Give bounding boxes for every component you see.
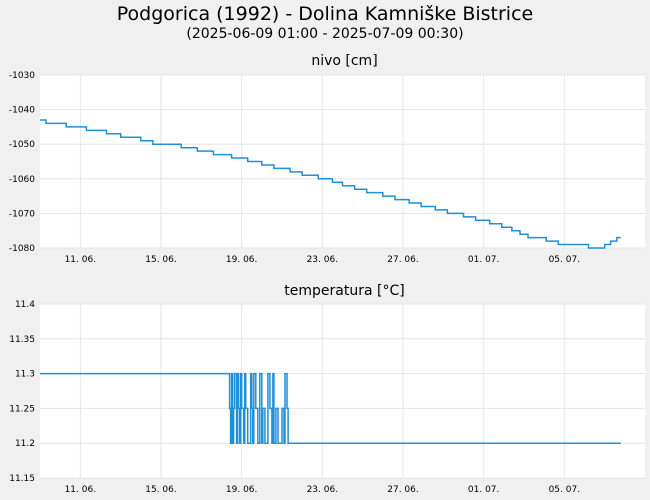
nivo-y-tick-label: -1070 (9, 209, 35, 219)
nivo-y-tick-label: -1080 (9, 244, 35, 254)
nivo-series-line (40, 119, 621, 249)
temperatura-x-tick-label: 15. 06. (145, 485, 177, 495)
temperatura-y-tick-label: 11.35 (9, 335, 35, 345)
page-subtitle: (2025-06-09 01:00 - 2025-07-09 00:30) (186, 26, 464, 42)
temperatura-y-tick-label: 11.3 (15, 370, 35, 380)
nivo-y-tick-label: -1060 (9, 175, 35, 185)
temperatura-x-tick-label: 27. 06. (387, 485, 419, 495)
temperatura-y-tick-label: 11.2 (15, 439, 35, 449)
nivo-y-tick-label: -1050 (9, 140, 35, 150)
temperatura-chart-title: temperatura [°C] (284, 283, 404, 299)
temperatura-y-tick-label: 11.15 (9, 474, 35, 484)
temperatura-x-tick-label: 01. 07. (468, 485, 500, 495)
nivo-x-tick-label: 19. 06. (226, 255, 258, 265)
page-title: Podgorica (1992) - Dolina Kamniške Bistr… (116, 3, 534, 25)
nivo-y-tick-label: -1040 (9, 106, 35, 116)
temperatura-plot-area (40, 304, 645, 478)
nivo-chart-title: nivo [cm] (311, 53, 377, 69)
nivo-x-tick-label: 01. 07. (468, 255, 500, 265)
temperatura-x-tick-label: 23. 06. (307, 485, 339, 495)
nivo-x-tick-label: 15. 06. (145, 255, 177, 265)
nivo-x-tick-label: 11. 06. (65, 255, 97, 265)
temperatura-series-line (40, 372, 621, 444)
temperatura-y-tick-label: 11.25 (9, 404, 35, 414)
temperatura-x-tick-label: 05. 07. (549, 485, 581, 495)
temperatura-x-tick-label: 19. 06. (226, 485, 258, 495)
temperatura-x-tick-label: 11. 06. (65, 485, 97, 495)
nivo-x-tick-label: 23. 06. (307, 255, 339, 265)
nivo-x-tick-label: 05. 07. (549, 255, 581, 265)
nivo-x-tick-label: 27. 06. (387, 255, 419, 265)
temperatura-y-tick-label: 11.4 (15, 300, 35, 310)
nivo-plot-area (40, 75, 645, 248)
nivo-y-tick-label: -1030 (9, 71, 35, 81)
